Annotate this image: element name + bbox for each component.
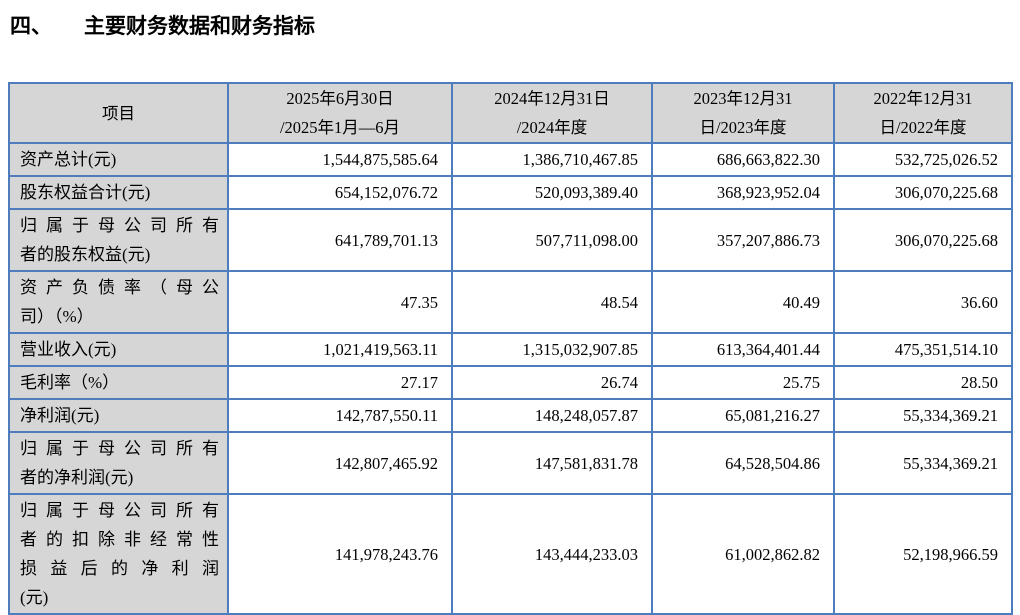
cell-value: 25.75 bbox=[651, 365, 835, 400]
cell-value: 520,093,389.40 bbox=[451, 175, 653, 210]
cell-value: 357,207,886.73 bbox=[651, 208, 835, 272]
cell-value: 142,807,465.92 bbox=[227, 431, 453, 495]
cell-value: 641,789,701.13 bbox=[227, 208, 453, 272]
cell-value: 148,248,057.87 bbox=[451, 398, 653, 433]
cell-value: 368,923,952.04 bbox=[651, 175, 835, 210]
cell-value: 147,581,831.78 bbox=[451, 431, 653, 495]
row-label: 净利润(元) bbox=[8, 398, 229, 433]
column-header: 项目 bbox=[8, 82, 229, 144]
cell-value: 40.49 bbox=[651, 270, 835, 334]
cell-value: 306,070,225.68 bbox=[833, 175, 1013, 210]
cell-value: 26.74 bbox=[451, 365, 653, 400]
table-row: 归属于母公司所有 者的净利润(元) 142,807,465.92 147,581,83… bbox=[8, 431, 1013, 495]
cell-value: 55,334,369.21 bbox=[833, 398, 1013, 433]
column-header: 2025年6月30日/2025年1月—6月 bbox=[227, 82, 453, 144]
cell-value: 475,351,514.10 bbox=[833, 332, 1013, 367]
cell-value: 507,711,098.00 bbox=[451, 208, 653, 272]
cell-value: 48.54 bbox=[451, 270, 653, 334]
cell-value: 1,544,875,585.64 bbox=[227, 142, 453, 177]
cell-value: 47.35 bbox=[227, 270, 453, 334]
row-label: 营业收入(元) bbox=[8, 332, 229, 367]
cell-value: 142,787,550.11 bbox=[227, 398, 453, 433]
table-row: 净利润(元) 142,787,550.11 148,248,057.87 65,081… bbox=[8, 398, 1013, 433]
cell-value: 52,198,966.59 bbox=[833, 493, 1013, 615]
table-row: 资产负债率（母公 司）（%） 47.35 48.54 40.49 36.60 bbox=[8, 270, 1013, 334]
row-label: 资产总计(元) bbox=[8, 142, 229, 177]
cell-value: 654,152,076.72 bbox=[227, 175, 453, 210]
cell-value: 27.17 bbox=[227, 365, 453, 400]
cell-value: 36.60 bbox=[833, 270, 1013, 334]
row-label: 归属于母公司所有 者的净利润(元) bbox=[8, 431, 229, 495]
cell-value: 143,444,233.03 bbox=[451, 493, 653, 615]
cell-value: 141,978,243.76 bbox=[227, 493, 453, 615]
table-header-row: 项目 2025年6月30日/2025年1月—6月 2024年12月31日/2024年… bbox=[8, 82, 1013, 144]
cell-value: 1,386,710,467.85 bbox=[451, 142, 653, 177]
financial-data-table: 项目 2025年6月30日/2025年1月—6月 2024年12月31日/2024年… bbox=[8, 82, 1013, 615]
row-label: 股东权益合计(元) bbox=[8, 175, 229, 210]
table-row: 股东权益合计(元) 654,152,076.72 520,093,389.40 368… bbox=[8, 175, 1013, 210]
cell-value: 532,725,026.52 bbox=[833, 142, 1013, 177]
section-heading: 四、 主要财务数据和财务指标 bbox=[10, 10, 315, 40]
cell-value: 65,081,216.27 bbox=[651, 398, 835, 433]
cell-value: 1,315,032,907.85 bbox=[451, 332, 653, 367]
cell-value: 1,021,419,563.11 bbox=[227, 332, 453, 367]
table-row: 营业收入(元) 1,021,419,563.11 1,315,032,907.85 6… bbox=[8, 332, 1013, 367]
column-header: 2022年12月31 日/2022年度 bbox=[833, 82, 1013, 144]
table-row: 归属于母公司所有 者的股东权益(元) 641,789,701.13 507,711,0… bbox=[8, 208, 1013, 272]
cell-value: 613,364,401.44 bbox=[651, 332, 835, 367]
column-header: 2024年12月31日/2024年度 bbox=[451, 82, 653, 144]
row-label: 毛利率（%） bbox=[8, 365, 229, 400]
cell-value: 306,070,225.68 bbox=[833, 208, 1013, 272]
cell-value: 64,528,504.86 bbox=[651, 431, 835, 495]
column-header: 2023年12月31 日/2023年度 bbox=[651, 82, 835, 144]
table-row: 毛利率（%） 27.17 26.74 25.75 28.50 bbox=[8, 365, 1013, 400]
row-label: 资产负债率（母公 司）（%） bbox=[8, 270, 229, 334]
cell-value: 28.50 bbox=[833, 365, 1013, 400]
row-label: 归属于母公司所有 者的扣除非经常性 损益后的净利润 (元) bbox=[8, 493, 229, 615]
cell-value: 686,663,822.30 bbox=[651, 142, 835, 177]
section-number: 四、 bbox=[10, 15, 52, 38]
row-label: 归属于母公司所有 者的股东权益(元) bbox=[8, 208, 229, 272]
section-title: 主要财务数据和财务指标 bbox=[84, 15, 315, 38]
table-row: 归属于母公司所有 者的扣除非经常性 损益后的净利润 (元) 141,978,243.76… bbox=[8, 493, 1013, 615]
cell-value: 55,334,369.21 bbox=[833, 431, 1013, 495]
cell-value: 61,002,862.82 bbox=[651, 493, 835, 615]
table-row: 资产总计(元) 1,544,875,585.64 1,386,710,467.85 6… bbox=[8, 142, 1013, 177]
